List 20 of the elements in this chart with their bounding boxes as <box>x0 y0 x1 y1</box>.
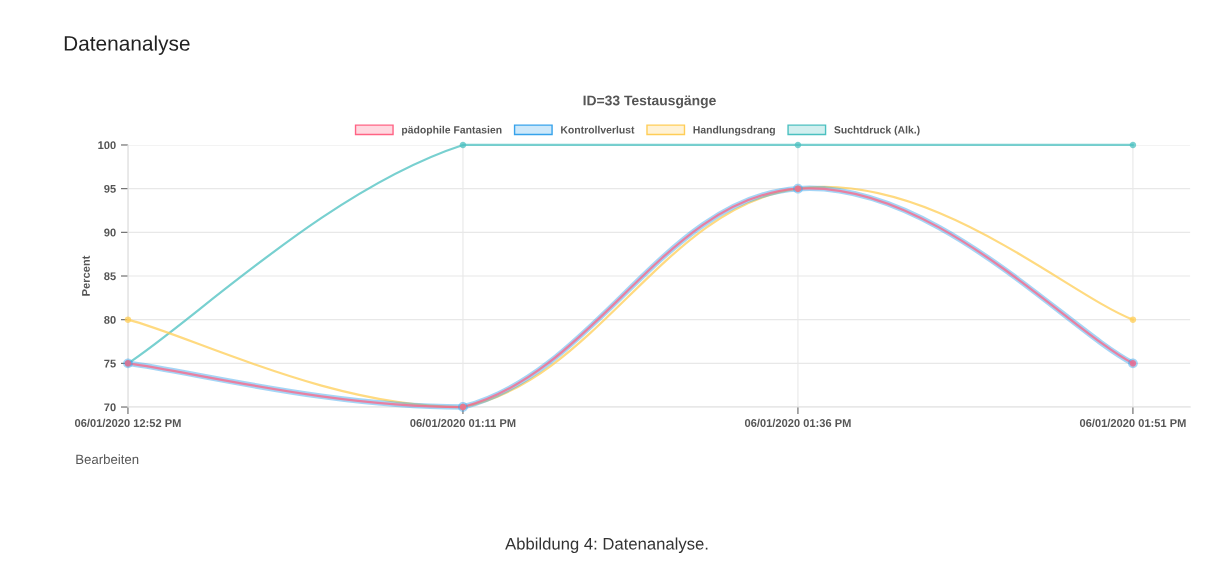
y-tick-label: 100 <box>98 141 116 150</box>
legend-label: Suchtdruck (Alk.) <box>834 125 920 136</box>
y-tick-label: 75 <box>104 359 116 368</box>
legend-label: pädophile Fantasien <box>402 125 502 136</box>
y-tick-label: 70 <box>104 403 116 412</box>
chart-subtitle: ID=33 Testausgänge <box>583 95 716 109</box>
legend-label: Kontrollverlust <box>561 125 635 134</box>
y-tick-label: 85 <box>104 272 116 281</box>
x-tick-label: 06/01/2020 01:36 PM <box>744 418 851 428</box>
y-tick-label: 80 <box>104 315 116 324</box>
x-tick-label: 06/01/2020 12:52 PM <box>74 418 181 428</box>
y-tick-label: 95 <box>104 184 116 193</box>
legend-label: Handlungsdrang <box>693 125 775 136</box>
chart-title: Datenanalyse <box>64 35 190 55</box>
text: Abbildung 4: Datenanalyse. <box>505 537 708 553</box>
x-tick-label: 06/01/2020 01:51 PM <box>1079 418 1186 428</box>
text: Bearbeiten <box>76 454 139 465</box>
y-tick-label: 90 <box>104 228 116 237</box>
x-tick-label: 06/01/2020 01:11 PM <box>410 418 516 428</box>
y-axis-title: Percent <box>82 255 90 296</box>
